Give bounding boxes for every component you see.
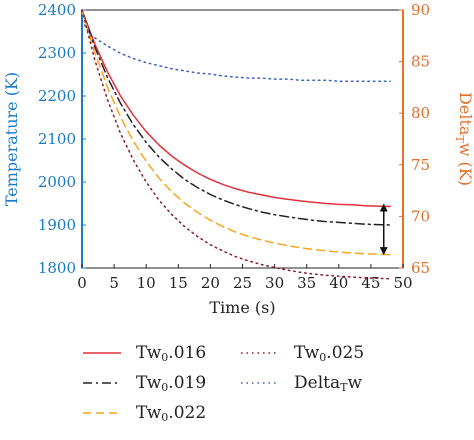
x-tick-label: 0	[77, 274, 87, 292]
series-line-3	[81, 9, 391, 256]
left-y-tick-label: 2300	[38, 44, 76, 62]
legend-swatch	[241, 382, 279, 384]
x-tick-label: 20	[201, 274, 220, 292]
legend-label: DeltaTw	[294, 373, 362, 393]
legend-swatch	[241, 352, 279, 354]
arrow-head-up	[379, 203, 388, 212]
legend: Tw0.016 Tw0.019 Tw0.022 Tw0.025 DeltaTw	[0, 335, 474, 440]
x-tick-label: 45	[361, 274, 380, 292]
x-axis-title: Time (s)	[209, 298, 275, 317]
legend-label-subscript: 0	[161, 381, 169, 394]
legend-label-text: Delta	[294, 373, 341, 393]
right-y-tick-label: 70	[411, 207, 430, 225]
legend-label: Tw0.025	[294, 343, 364, 363]
legend-label-text: .016	[168, 343, 207, 363]
series-line-5	[81, 19, 391, 82]
legend-label-text: .022	[168, 403, 207, 423]
arrow-head-down	[379, 247, 388, 256]
legend-label: Tw0.022	[136, 403, 206, 423]
right-y-tick-label: 65	[411, 259, 430, 277]
left-y-tick-label: 1900	[38, 216, 76, 234]
legend-item-3: Tw0.022	[82, 399, 206, 427]
legend-label: Tw0.016	[136, 343, 206, 363]
legend-label-text: Tw	[294, 343, 320, 363]
x-tick-label: 30	[265, 274, 284, 292]
right-y-axis-title-text: Delta	[456, 92, 474, 136]
legend-label-text: w	[347, 373, 363, 393]
legend-item-2: Tw0.019	[82, 369, 206, 397]
right-y-tick-label: 75	[411, 156, 430, 174]
x-tick-label: 25	[233, 274, 252, 292]
x-tick-label: 15	[169, 274, 188, 292]
legend-item-1: Tw0.016	[82, 339, 206, 367]
legend-item-4: Tw0.025	[240, 339, 364, 367]
left-y-tick-label: 2000	[38, 173, 76, 191]
x-tick-label: 10	[137, 274, 156, 292]
legend-label-text: Tw	[136, 343, 162, 363]
x-tick-label: 40	[329, 274, 348, 292]
x-tick-label: 5	[109, 274, 119, 292]
left-y-tick-label: 1800	[38, 259, 76, 277]
legend-label-subscript: 0	[161, 351, 169, 364]
legend-swatch	[83, 382, 121, 384]
legend-label-subscript: 0	[319, 351, 327, 364]
legend-swatch	[83, 352, 121, 354]
x-tick-label: 35	[297, 274, 316, 292]
left-y-tick-label: 2100	[38, 130, 76, 148]
legend-label-text: Tw	[136, 403, 162, 423]
left-y-tick-label: 2200	[38, 87, 76, 105]
legend-item-5: DeltaTw	[240, 369, 362, 397]
legend-label-subscript: 0	[161, 411, 169, 424]
legend-label-text: .025	[326, 343, 365, 363]
legend-label-text: Tw	[136, 373, 162, 393]
series-line-2	[81, 9, 391, 226]
right-y-axis-title-text: w (K)	[456, 143, 474, 186]
left-y-tick-label: 2400	[38, 1, 76, 19]
series-line-1	[81, 9, 391, 208]
legend-label: Tw0.019	[136, 373, 206, 393]
x-tick-label: 50	[393, 274, 412, 292]
left-y-axis-title: Temperature (K)	[2, 72, 21, 206]
right-y-tick-label: 85	[411, 53, 430, 71]
chart-canvas: 0 5 10 15 20 25 30 35 40 45 50 1800 1900 2000 2100 2200…	[2, 1, 474, 317]
right-y-axis-title: DeltaTw (K)	[453, 92, 474, 186]
plot-frame	[81, 9, 404, 269]
right-y-axis-title-subscript: T	[453, 135, 466, 143]
legend-label-subscript: T	[340, 381, 348, 394]
legend-swatch	[83, 412, 121, 414]
right-y-tick-label: 90	[411, 1, 430, 19]
right-y-tick-label: 80	[411, 104, 430, 122]
series-line-4	[81, 9, 391, 280]
legend-label-text: .019	[168, 373, 207, 393]
